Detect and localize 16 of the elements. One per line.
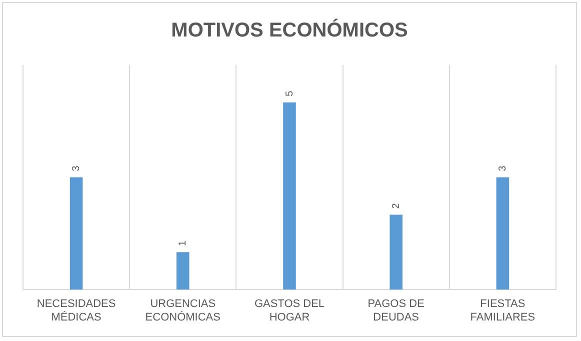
bar xyxy=(390,214,402,290)
data-label: 3 xyxy=(71,165,82,172)
chart-title: MOTIVOS ECONÓMICOS xyxy=(171,18,408,42)
bar xyxy=(70,177,83,290)
x-tick-label: NECESIDADES MÉDICAS xyxy=(36,298,116,324)
data-label: 3 xyxy=(497,165,508,172)
bar xyxy=(176,252,190,290)
x-tick-label: PAGOS DE DEUDAS xyxy=(368,298,424,324)
bar xyxy=(283,102,296,290)
data-label: 2 xyxy=(390,202,402,209)
x-tick-label: FIESTAS FAMILIARES xyxy=(470,298,536,324)
x-tick-label: GASTOS DEL HOGAR xyxy=(254,298,325,324)
x-tick-label: URGENCIAS ECONÓMICAS xyxy=(145,298,220,324)
data-label: 1 xyxy=(178,240,189,246)
bar xyxy=(496,177,510,290)
data-label: 5 xyxy=(284,90,296,96)
